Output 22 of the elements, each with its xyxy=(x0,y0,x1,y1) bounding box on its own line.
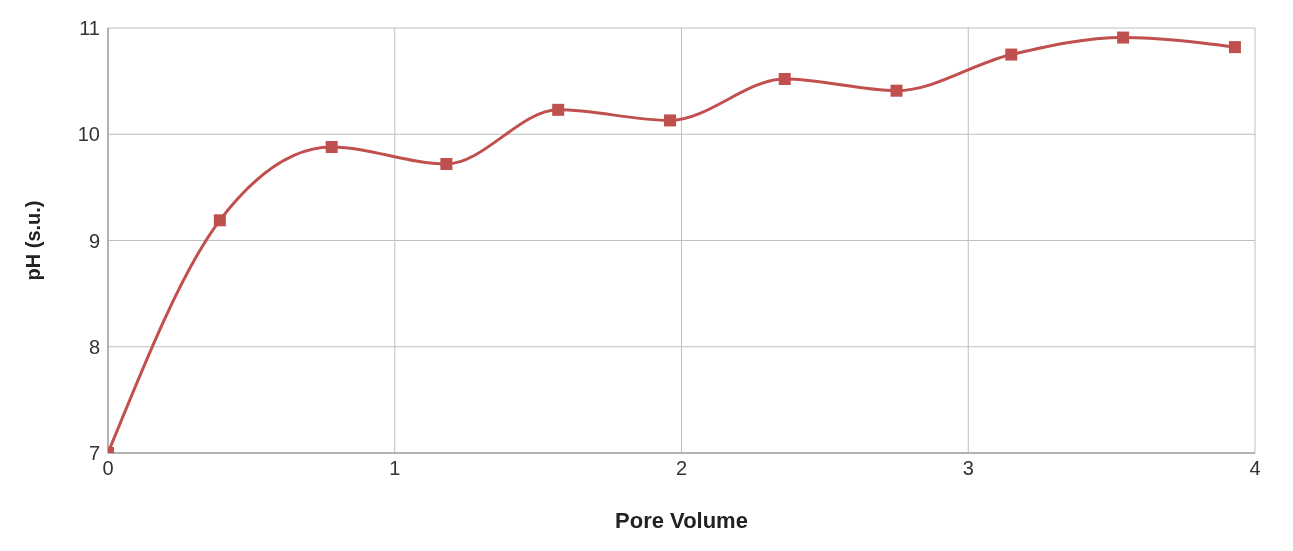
y-tick-label: 10 xyxy=(77,123,100,146)
y-tick-label: 11 xyxy=(79,17,100,40)
x-tick-label: 4 xyxy=(1249,457,1261,480)
x-tick-label: 1 xyxy=(389,457,401,480)
y-axis-title: pH (s.u.) xyxy=(22,200,45,281)
point xyxy=(1005,48,1018,61)
x-tick-label: 2 xyxy=(675,457,688,480)
x-tick-label: 0 xyxy=(102,457,114,480)
x-tick-label: 3 xyxy=(962,457,974,480)
point xyxy=(664,114,677,127)
point xyxy=(213,214,226,227)
point xyxy=(1228,41,1241,54)
y-tick-label: 7 xyxy=(88,442,100,465)
x-axis-title: Pore Volume xyxy=(615,508,748,533)
point xyxy=(440,158,453,170)
y-tick-label: 8 xyxy=(88,335,100,358)
y-tick-label: 9 xyxy=(88,229,100,252)
point xyxy=(1117,31,1130,44)
point xyxy=(552,103,565,116)
point xyxy=(778,73,791,85)
point xyxy=(890,84,903,97)
point xyxy=(325,141,338,153)
